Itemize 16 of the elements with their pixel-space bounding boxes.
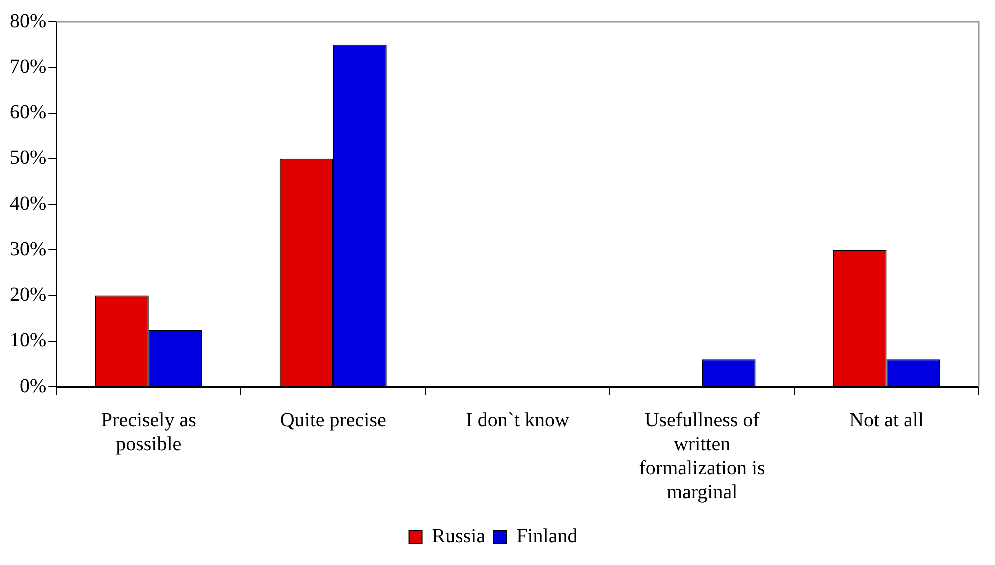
- x-tick-label: I don`t know: [466, 409, 570, 432]
- y-tick-label: 70%: [10, 56, 47, 78]
- y-tick-label: 80%: [10, 10, 47, 32]
- y-tick-label: 20%: [10, 284, 47, 306]
- y-tick-label: 50%: [10, 147, 47, 170]
- x-tick-label: Not at all: [850, 409, 924, 432]
- y-tick-label: 0%: [20, 375, 47, 398]
- legend-label: Finland: [516, 525, 578, 548]
- y-tick-label: 60%: [10, 102, 47, 124]
- y-tick-label: 10%: [10, 330, 47, 352]
- y-tick-label: 30%: [10, 238, 47, 260]
- x-tick-label: Precisely as possible: [101, 409, 197, 456]
- x-tick-label: Usefullness of written formalization is marginal: [639, 409, 766, 504]
- x-tick-label: Quite precise: [280, 409, 387, 432]
- y-tick-label: 40%: [10, 192, 47, 215]
- legend-label: Russia: [432, 525, 486, 548]
